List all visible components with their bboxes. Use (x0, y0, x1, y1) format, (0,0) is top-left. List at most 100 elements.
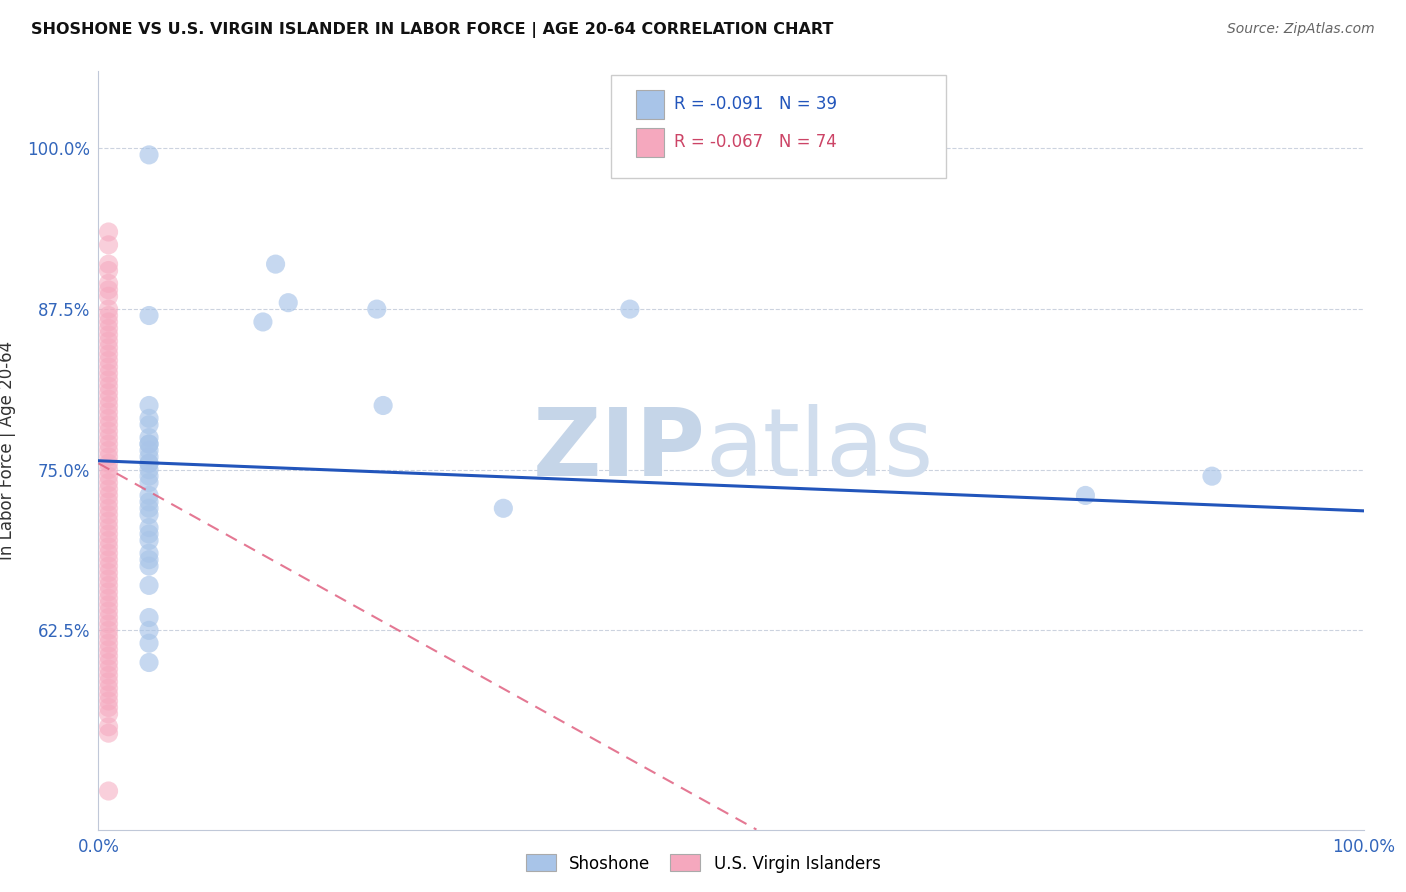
Point (138, 495, 160, 509)
Point (97, 257, 120, 271)
Point (138, 508, 160, 522)
Point (138, 520, 160, 534)
Point (138, 559, 160, 574)
Point (97, 636, 120, 650)
Point (138, 437, 160, 451)
Point (97, 656, 120, 670)
Point (97, 540, 120, 554)
Point (97, 578, 120, 592)
Point (97, 405, 120, 419)
Point (97, 411, 120, 425)
Point (97, 508, 120, 522)
Point (97, 572, 120, 586)
Point (138, 488, 160, 502)
Point (97, 341, 120, 355)
Point (277, 295, 299, 310)
Point (97, 584, 120, 599)
Point (97, 546, 120, 560)
Point (97, 315, 120, 329)
Point (138, 546, 160, 560)
Point (492, 501, 515, 516)
Point (97, 450, 120, 464)
Point (97, 424, 120, 438)
Point (97, 237, 120, 252)
Point (138, 431, 160, 445)
Point (138, 450, 160, 464)
Point (97, 624, 120, 638)
Y-axis label: In Labor Force | Age 20-64: In Labor Force | Age 20-64 (0, 341, 15, 560)
Point (97, 784, 120, 798)
Point (97, 662, 120, 676)
Point (138, 456, 160, 470)
FancyBboxPatch shape (636, 128, 664, 157)
Point (97, 706, 120, 721)
Point (97, 559, 120, 574)
Text: ZIP: ZIP (533, 404, 706, 497)
Point (97, 482, 120, 496)
Point (97, 469, 120, 483)
Point (97, 674, 120, 689)
Point (97, 649, 120, 664)
Point (97, 327, 120, 342)
Point (97, 700, 120, 714)
Point (97, 431, 120, 445)
Point (138, 501, 160, 516)
Point (97, 367, 120, 381)
FancyBboxPatch shape (610, 75, 946, 178)
Point (97, 283, 120, 297)
Point (138, 309, 160, 323)
Point (97, 379, 120, 393)
Point (138, 411, 160, 425)
Point (97, 353, 120, 368)
Point (138, 148, 160, 162)
Point (97, 514, 120, 528)
Point (97, 610, 120, 624)
Point (97, 520, 120, 534)
Point (97, 495, 120, 509)
Point (252, 315, 274, 329)
Point (138, 437, 160, 451)
Point (97, 616, 120, 631)
Point (97, 642, 120, 657)
Point (97, 277, 120, 291)
Point (97, 456, 120, 470)
Point (97, 694, 120, 708)
Point (97, 688, 120, 702)
Point (97, 359, 120, 374)
Point (97, 443, 120, 458)
Point (97, 591, 120, 606)
Point (97, 463, 120, 477)
Point (138, 456, 160, 470)
Point (366, 302, 388, 317)
Point (264, 257, 287, 271)
Point (138, 610, 160, 624)
Point (138, 443, 160, 458)
Point (97, 417, 120, 432)
Point (138, 527, 160, 541)
Point (138, 624, 160, 638)
Point (138, 552, 160, 566)
FancyBboxPatch shape (636, 90, 664, 120)
Point (97, 501, 120, 516)
Point (97, 681, 120, 696)
Point (138, 475, 160, 490)
Text: Source: ZipAtlas.com: Source: ZipAtlas.com (1227, 22, 1375, 37)
Point (97, 630, 120, 644)
Point (138, 636, 160, 650)
Text: R = -0.091   N = 39: R = -0.091 N = 39 (675, 95, 837, 113)
Point (1201, 469, 1223, 483)
Point (97, 373, 120, 387)
Point (97, 437, 120, 451)
Point (138, 656, 160, 670)
Point (371, 399, 394, 413)
Point (97, 225, 120, 239)
Point (97, 720, 120, 734)
Point (97, 399, 120, 413)
Legend: Shoshone, U.S. Virgin Islanders: Shoshone, U.S. Virgin Islanders (519, 847, 887, 880)
Point (97, 321, 120, 335)
Point (138, 399, 160, 413)
Point (138, 578, 160, 592)
Point (97, 475, 120, 490)
Text: atlas: atlas (706, 404, 934, 497)
Point (97, 604, 120, 618)
